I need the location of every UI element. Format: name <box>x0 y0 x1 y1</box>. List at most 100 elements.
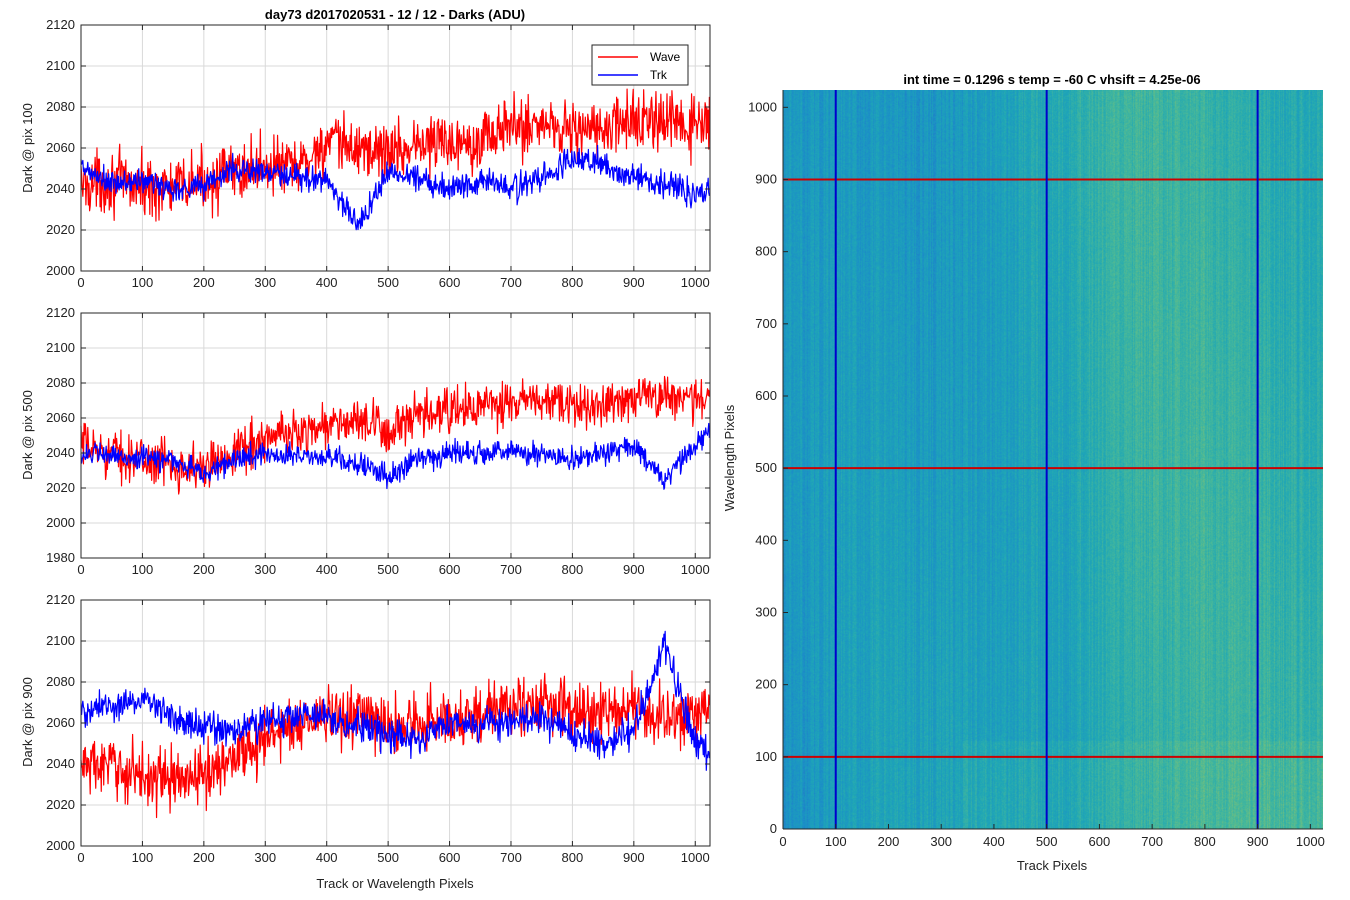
y-tick-label: 2120 <box>46 17 75 32</box>
legend-label-trk: Trk <box>650 68 668 82</box>
x-tick-label: 400 <box>316 850 338 865</box>
y-tick-label: 2060 <box>46 715 75 730</box>
plot-dark-pix-500: Dark @ pix 500 0 100 200 300 400 500 600 700 800… <box>20 305 711 577</box>
axes-frame <box>80 312 711 559</box>
y-tick-label: 100 <box>755 749 777 764</box>
y-tick-label: 2100 <box>46 340 75 355</box>
x-tick-label: 400 <box>983 834 1005 849</box>
series-line-trk <box>80 144 710 231</box>
x-tick-label: 300 <box>930 834 952 849</box>
y-tick-label: 2080 <box>46 99 75 114</box>
y-tick-label: 2100 <box>46 633 75 648</box>
x-tick-label: 500 <box>377 850 399 865</box>
x-tick-label: 300 <box>254 562 276 577</box>
x-tick-label: 0 <box>77 275 84 290</box>
x-tick-label: 600 <box>439 562 461 577</box>
y-tick-label: 2040 <box>46 181 75 196</box>
x-tick-label: 200 <box>193 562 215 577</box>
legend: Wave Trk <box>591 44 689 86</box>
x-tick-label: 900 <box>623 850 645 865</box>
y-tick-label: 2120 <box>46 592 75 607</box>
series-line-wave <box>80 88 710 222</box>
x-tick-label: 400 <box>316 562 338 577</box>
y-tick-label: 0 <box>770 821 777 836</box>
x-tick-label: 800 <box>562 850 584 865</box>
x-tick-label: 1000 <box>1296 834 1325 849</box>
x-tick-label: 0 <box>77 562 84 577</box>
x-tick-label: 500 <box>377 275 399 290</box>
x-tick-label: 500 <box>377 562 399 577</box>
y-tick-label: 2080 <box>46 674 75 689</box>
x-tick-label: 500 <box>1036 834 1058 849</box>
y-tick-label: 700 <box>755 316 777 331</box>
y-tick-label: 2020 <box>46 797 75 812</box>
x-tick-label: 100 <box>132 562 154 577</box>
x-tick-label: 100 <box>825 834 847 849</box>
x-tick-label: 200 <box>878 834 900 849</box>
heatmap-image <box>783 90 1323 829</box>
y-tick-label: 2000 <box>46 515 75 530</box>
y-tick-label: 2040 <box>46 756 75 771</box>
x-tick-label: 100 <box>132 850 154 865</box>
x-tick-label: 600 <box>1089 834 1111 849</box>
y-tick-label: 2020 <box>46 222 75 237</box>
x-tick-label: 300 <box>254 275 276 290</box>
y-tick-label: 2060 <box>46 410 75 425</box>
y-tick-label: 800 <box>755 244 777 259</box>
x-tick-label: 700 <box>500 275 522 290</box>
y-tick-label: 400 <box>755 532 777 547</box>
x-tick-label: 300 <box>254 850 276 865</box>
x-tick-label: 700 <box>500 562 522 577</box>
y-axis-label: Wavelength Pixels <box>722 404 737 511</box>
x-tick-label: 900 <box>623 275 645 290</box>
heatmap-title: int time = 0.1296 s temp = -60 C vhsift … <box>903 72 1200 87</box>
x-tick-label: 600 <box>439 850 461 865</box>
y-tick-label: 2120 <box>46 305 75 320</box>
x-tick-label: 100 <box>132 275 154 290</box>
x-tick-label: 200 <box>193 275 215 290</box>
y-tick-label: 2000 <box>46 838 75 853</box>
y-axis-label: Dark @ pix 500 <box>20 390 35 480</box>
series-line-trk <box>80 422 710 490</box>
x-tick-label: 800 <box>1194 834 1216 849</box>
y-axis-label: Dark @ pix 900 <box>20 677 35 767</box>
x-tick-label: 700 <box>1141 834 1163 849</box>
y-tick-label: 2080 <box>46 375 75 390</box>
y-tick-label: 2060 <box>46 140 75 155</box>
x-tick-label: 900 <box>1247 834 1269 849</box>
x-tick-label: 800 <box>562 275 584 290</box>
y-tick-label: 300 <box>755 604 777 619</box>
figure-title: day73 d2017020531 - 12 / 12 - Darks (ADU… <box>265 7 525 22</box>
y-tick-label: 1000 <box>748 99 777 114</box>
plot-dark-pix-100: day73 d2017020531 - 12 / 12 - Darks (ADU… <box>20 7 711 290</box>
series-line-wave <box>80 670 710 819</box>
y-tick-label: 2000 <box>46 263 75 278</box>
plot-dark-pix-900: Dark @ pix 900 Track or Wavelength Pixel… <box>20 592 711 891</box>
x-tick-label: 400 <box>316 275 338 290</box>
x-tick-label: 1000 <box>681 275 710 290</box>
y-tick-label: 600 <box>755 388 777 403</box>
legend-label-wave: Wave <box>650 50 681 64</box>
y-tick-label: 500 <box>755 460 777 475</box>
x-axis-label: Track or Wavelength Pixels <box>316 876 474 891</box>
x-tick-label: 700 <box>500 850 522 865</box>
x-tick-label: 1000 <box>681 850 710 865</box>
x-axis-label: Track Pixels <box>1017 858 1088 873</box>
y-tick-label: 1980 <box>46 550 75 565</box>
heatmap-plot: int time = 0.1296 s temp = -60 C vhsift … <box>722 72 1325 873</box>
x-tick-label: 0 <box>77 850 84 865</box>
series-line-trk <box>80 630 710 771</box>
y-tick-label: 200 <box>755 677 777 692</box>
y-axis-label: Dark @ pix 100 <box>20 103 35 193</box>
x-tick-label: 200 <box>193 850 215 865</box>
y-tick-label: 2040 <box>46 445 75 460</box>
x-tick-label: 600 <box>439 275 461 290</box>
legend-box <box>591 44 689 86</box>
y-tick-label: 2020 <box>46 480 75 495</box>
y-tick-label: 900 <box>755 171 777 186</box>
y-tick-label: 2100 <box>46 58 75 73</box>
x-tick-label: 900 <box>623 562 645 577</box>
x-tick-label: 800 <box>562 562 584 577</box>
x-tick-label: 0 <box>779 834 786 849</box>
